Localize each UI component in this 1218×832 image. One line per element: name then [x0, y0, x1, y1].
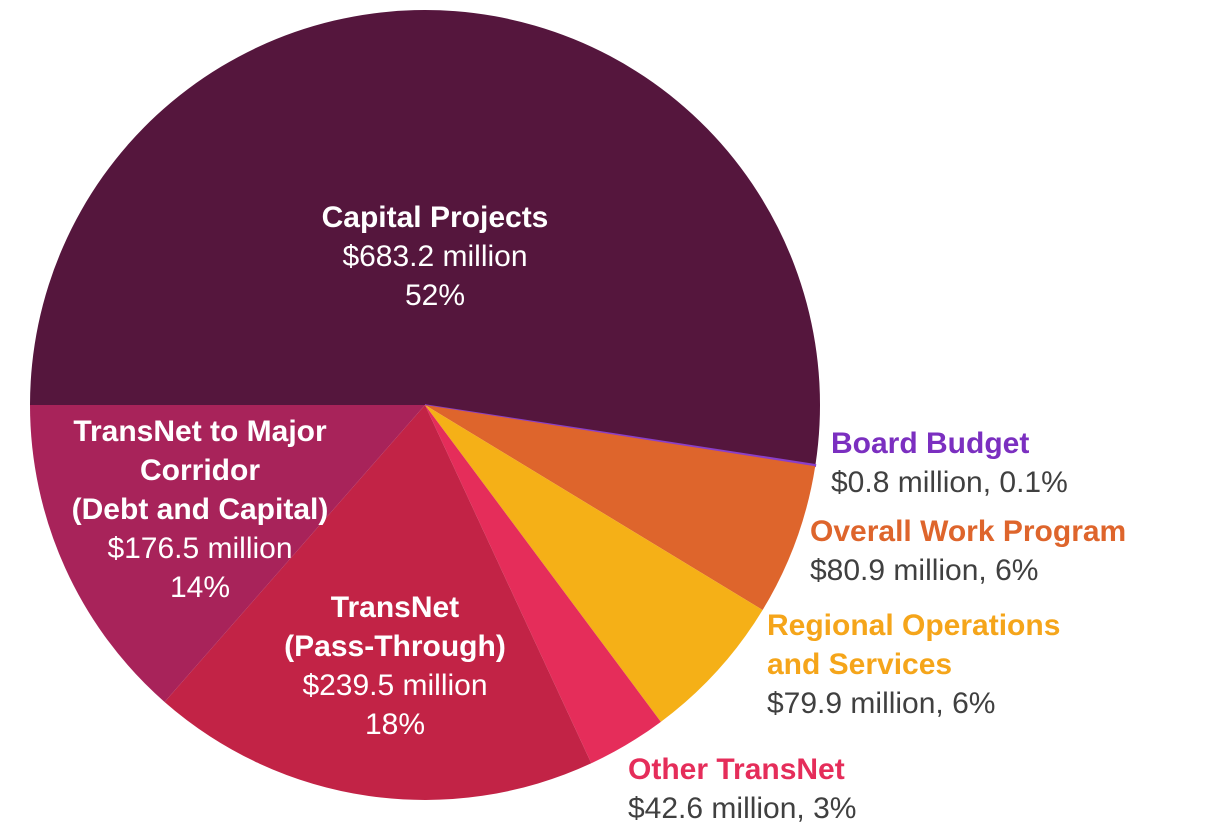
- slice-name: Capital Projects: [321, 201, 549, 234]
- slice-name-line: Regional Operations: [767, 609, 1061, 642]
- slice-name-line: and Services: [767, 648, 953, 681]
- slice-value: $80.9 million, 6%: [810, 554, 1039, 587]
- slice-name: Overall Work Program: [810, 515, 1127, 548]
- label-transnet-pass-through: TransNet (Pass-Through) $239.5 million 1…: [245, 588, 545, 744]
- slice-name: Other TransNet: [628, 753, 845, 786]
- label-board-budget: Board Budget $0.8 million, 0.1%: [831, 424, 1068, 502]
- slice-value: $42.6 million, 3%: [628, 792, 857, 825]
- label-overall-work-program: Overall Work Program $80.9 million, 6%: [810, 512, 1126, 590]
- pie-slice-transnet-to-major-corridor-debt-and-capital: [30, 405, 425, 702]
- slice-name-line: TransNet: [330, 591, 460, 624]
- slice-name-line: (Pass-Through): [284, 630, 506, 663]
- label-transnet-major-corridor: TransNet to Major Corridor (Debt and Cap…: [30, 412, 370, 607]
- slice-pct: 14%: [169, 571, 231, 604]
- slice-name-line: (Debt and Capital): [71, 493, 329, 526]
- pie-slice-overall-work-program: [425, 405, 816, 611]
- label-capital-projects: Capital Projects $683.2 million 52%: [235, 198, 635, 315]
- pie-slice-regional-operations-and-services: [425, 405, 763, 722]
- pie-slice-capital-projects: [30, 9, 821, 465]
- slice-value: $683.2 million: [342, 240, 528, 273]
- slice-value: $0.8 million, 0.1%: [831, 466, 1068, 499]
- slice-name: Board Budget: [831, 427, 1030, 460]
- slice-value: $79.9 million, 6%: [767, 687, 996, 720]
- slice-pct: 52%: [404, 279, 466, 312]
- label-regional-operations: Regional Operations and Services $79.9 m…: [767, 606, 1060, 723]
- slice-value: $176.5 million: [107, 532, 293, 565]
- slice-name-line: Corridor: [140, 454, 260, 487]
- label-other-transnet: Other TransNet $42.6 million, 3%: [628, 750, 856, 828]
- slice-value: $239.5 million: [302, 669, 488, 702]
- slice-name-line: TransNet to Major: [73, 415, 327, 448]
- pie-slice-other-transnet: [425, 405, 661, 764]
- slice-pct: 18%: [364, 708, 426, 741]
- pie-slice-transnet-pass-through: [164, 405, 592, 801]
